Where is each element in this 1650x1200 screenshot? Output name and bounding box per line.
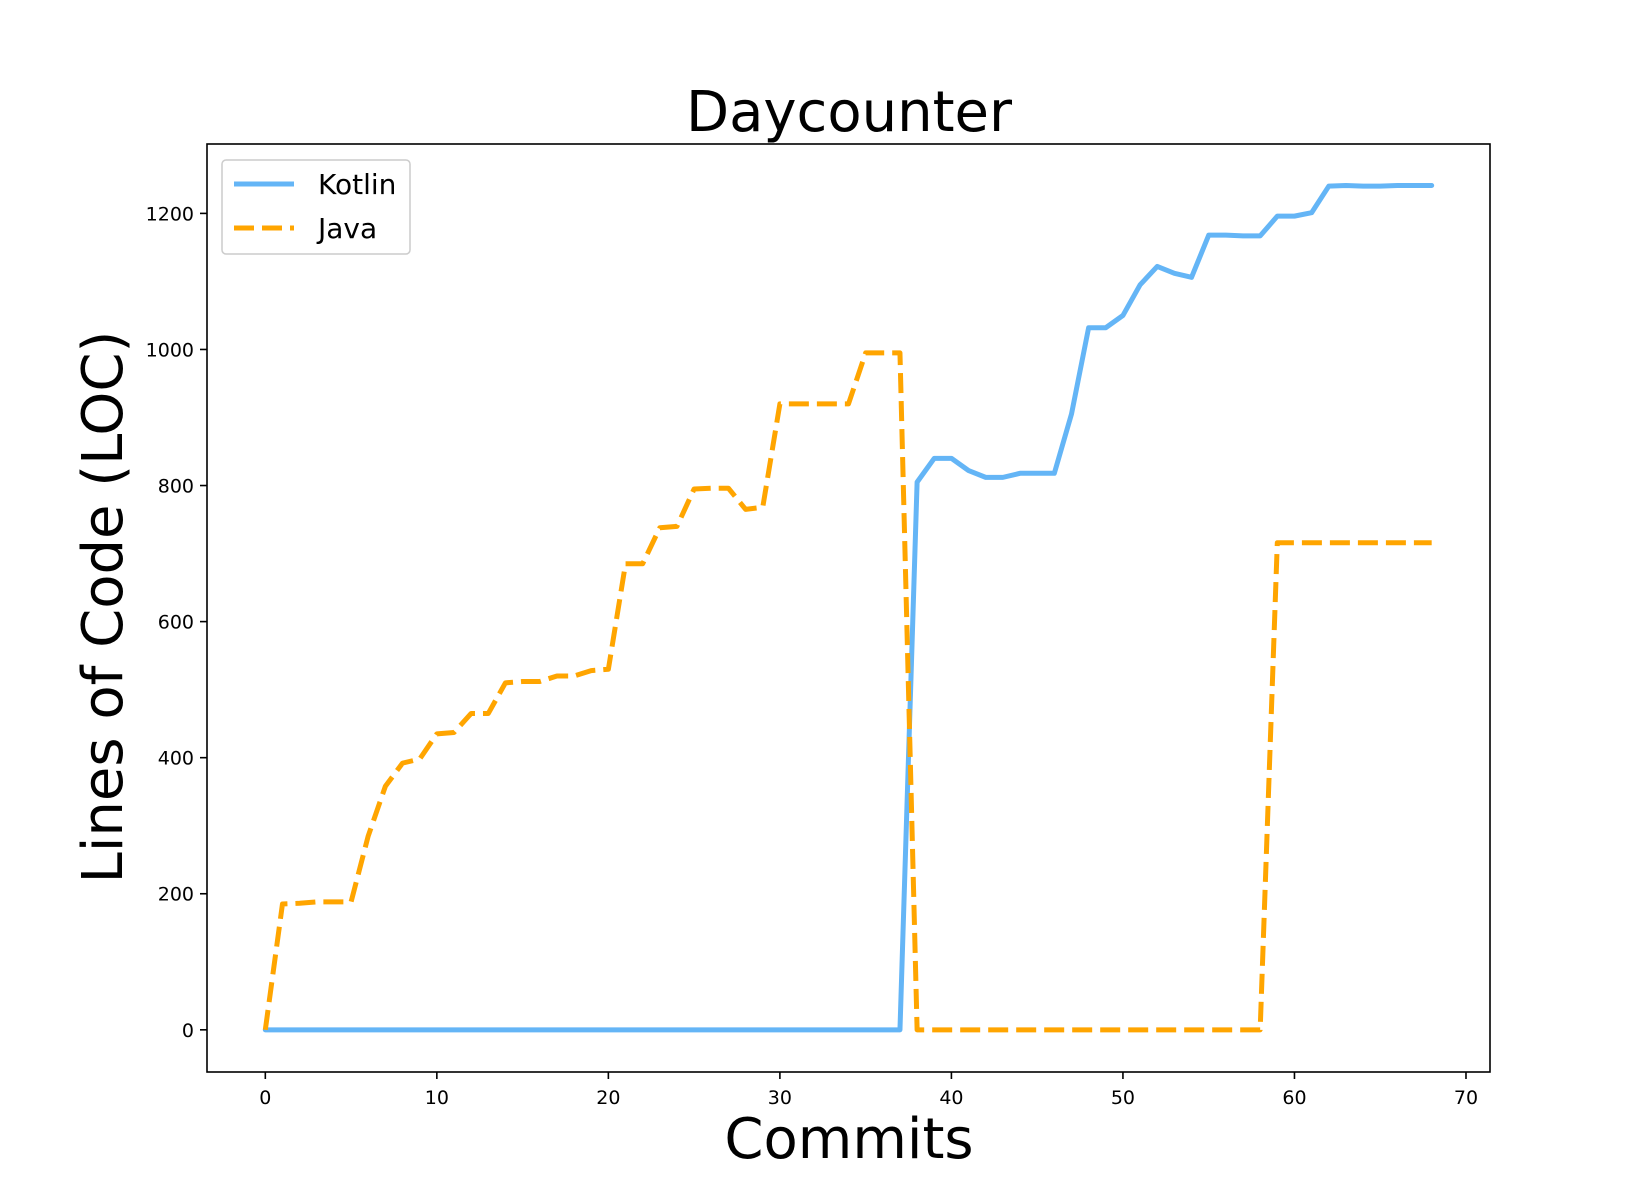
x-tick-label: 70	[1454, 1087, 1478, 1109]
y-axis-ticks: 0 200 400 600 800 1000 1200	[146, 203, 207, 1042]
y-tick-label: 600	[158, 612, 194, 634]
series-layer	[262, 183, 1435, 1033]
series-line-kotlin	[262, 183, 1435, 1033]
y-axis-title: Lines of Code (LOC)	[71, 331, 136, 884]
legend-label-kotlin: Kotlin	[318, 168, 396, 201]
x-tick-label: 50	[1111, 1087, 1135, 1109]
y-tick-label: 1000	[146, 339, 194, 361]
y-tick-label: 400	[158, 748, 194, 770]
y-tick-label: 0	[182, 1020, 194, 1042]
x-tick-label: 60	[1282, 1087, 1306, 1109]
y-tick-label: 1200	[146, 203, 194, 225]
x-tick-label: 10	[425, 1087, 449, 1109]
x-tick-label: 0	[259, 1087, 271, 1109]
x-tick-label: 20	[596, 1087, 620, 1109]
plot-frame	[206, 143, 1491, 1073]
legend: Kotlin Java	[221, 159, 411, 255]
y-tick-label: 200	[158, 884, 194, 906]
x-tick-label: 30	[768, 1087, 792, 1109]
x-axis-ticks: 0 10 20 30 40 50 60 70	[259, 1072, 1478, 1109]
x-tick-label: 40	[939, 1087, 963, 1109]
series-line-java	[262, 350, 1432, 1033]
y-tick-label: 800	[158, 476, 194, 498]
chart-title: Daycounter	[686, 80, 1013, 145]
x-axis-title: Commits	[724, 1107, 973, 1172]
legend-label-java: Java	[316, 212, 377, 245]
plot-area	[206, 143, 1491, 1073]
